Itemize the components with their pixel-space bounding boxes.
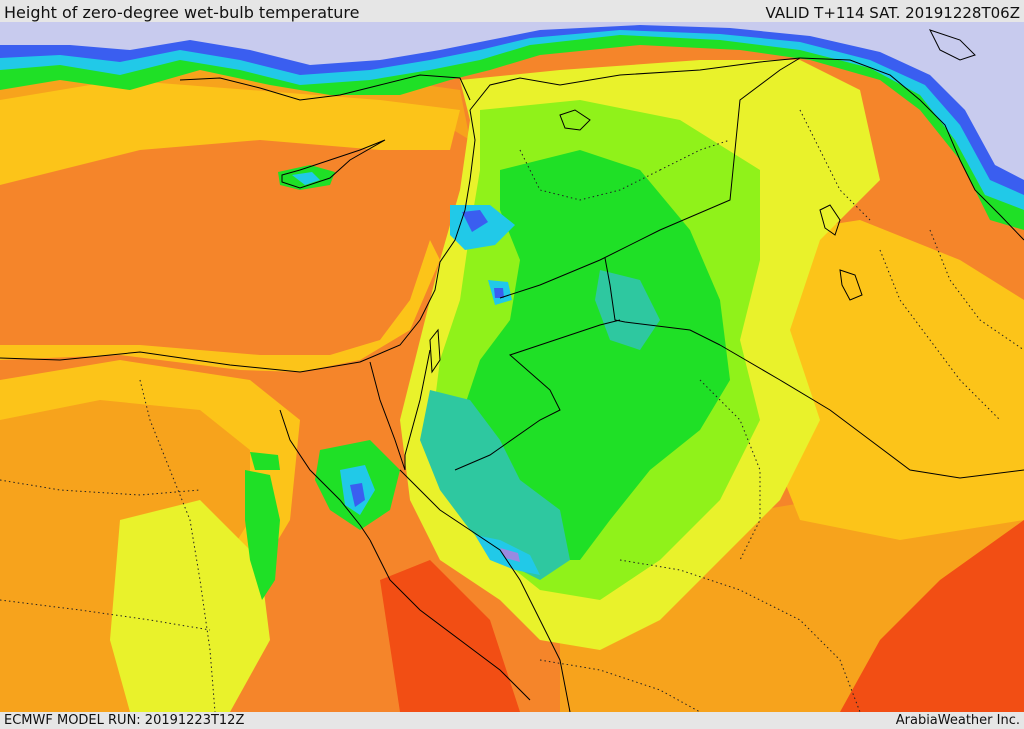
zone-red-southeast — [840, 520, 1024, 712]
credit-label: ArabiaWeather Inc. — [895, 713, 1020, 728]
zone-cyan-turkey — [0, 22, 1024, 210]
zone-yellow-egypt — [110, 500, 270, 712]
valid-time: VALID T+114 SAT. 20191228T06Z — [765, 4, 1020, 22]
zone-blue-lebanon — [462, 210, 488, 232]
province-borders — [0, 109, 1024, 712]
zone-gold-iraq — [730, 220, 1024, 540]
zone-lavender-turkey — [0, 22, 1024, 180]
model-run-label: ECMWF MODEL RUN: 20191223T12Z — [4, 713, 245, 728]
forecast-map — [0, 22, 1024, 712]
zone-violet-hejaz — [500, 548, 520, 562]
zone-cyan-cyprus — [292, 172, 320, 185]
coastlines — [179, 29, 976, 374]
zone-red-southwest — [380, 560, 520, 712]
zone-blue-sinai — [350, 483, 365, 507]
zone-green-egypt-dot — [250, 452, 280, 470]
zone-teal-jordan — [595, 270, 660, 350]
zone-green-levant — [460, 150, 730, 560]
country-borders — [0, 57, 1024, 712]
zone-gold-north — [0, 80, 460, 185]
title-bar — [0, 0, 1024, 22]
zone-teal-hejaz — [420, 390, 570, 580]
footer-bar — [0, 712, 1024, 729]
zone-blue-golan — [494, 288, 504, 298]
zone-green-egypt-streak — [245, 470, 280, 600]
map-title: Height of zero-degree wet-bulb temperatu… — [4, 3, 360, 22]
